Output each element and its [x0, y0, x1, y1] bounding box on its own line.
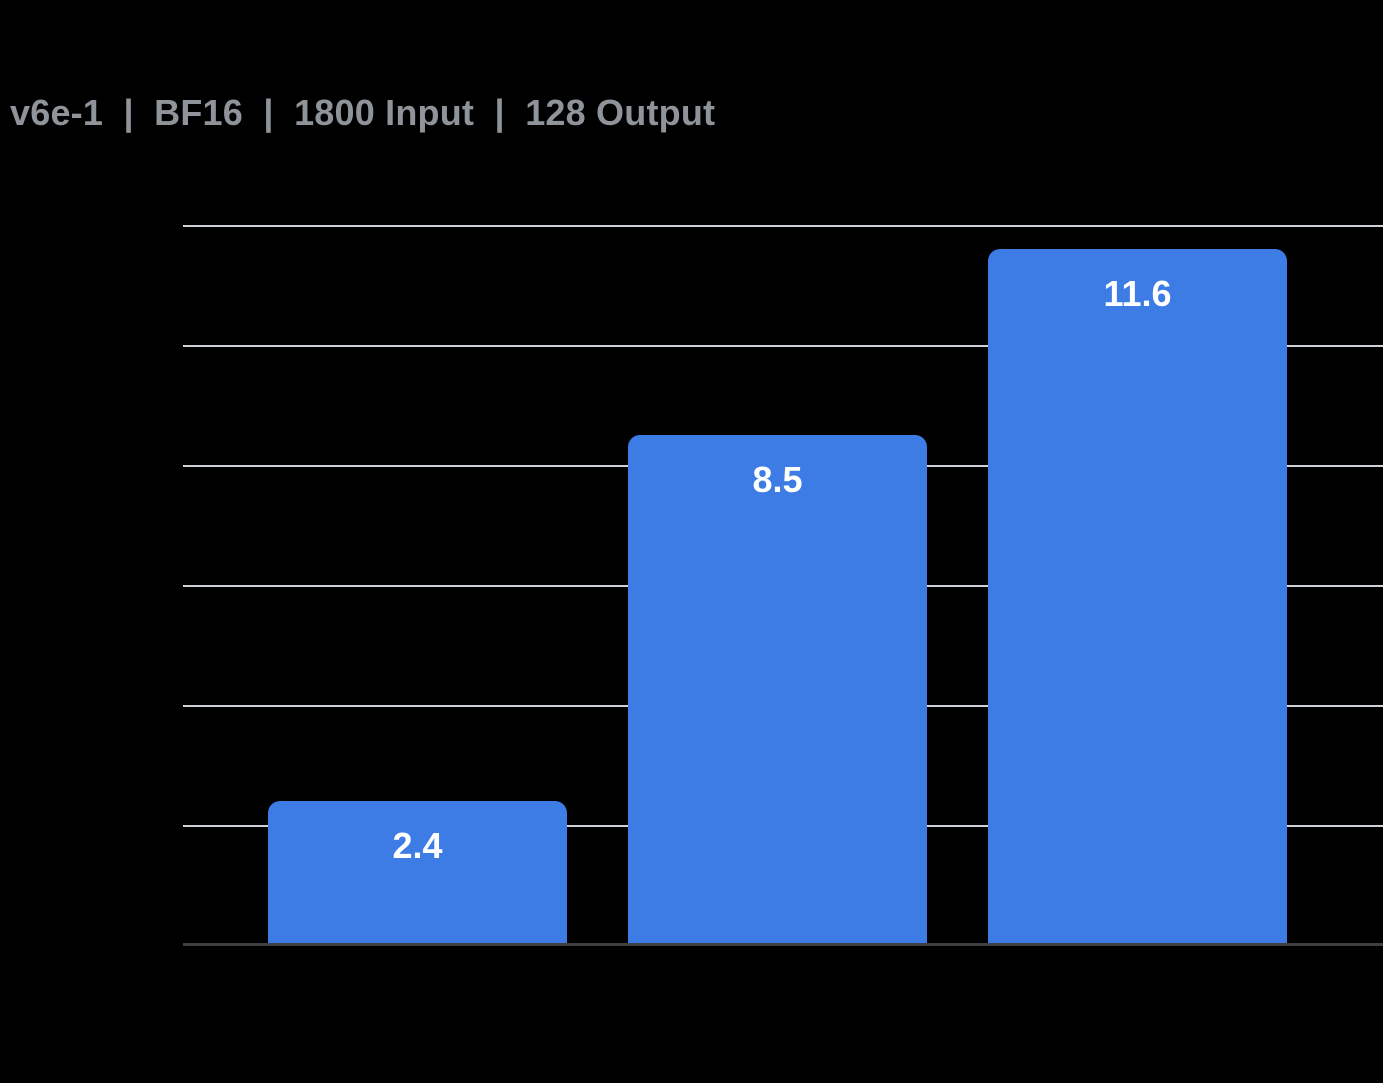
gridline [183, 225, 1383, 227]
x-axis-baseline [183, 943, 1383, 946]
bar-value-label: 2.4 [392, 825, 443, 866]
bar: 2.4 [268, 801, 567, 945]
gridline [183, 345, 1383, 347]
bar-value-label: 11.6 [1103, 273, 1172, 314]
bar-value-label: 8.5 [752, 459, 803, 500]
plot-area: 2.4 8.5 11.6 [183, 225, 1383, 946]
chart-title: v6e-1 | BF16 | 1800 Input | 128 Output [10, 92, 716, 133]
bar: 11.6 [988, 249, 1287, 945]
bar: 8.5 [628, 435, 927, 945]
